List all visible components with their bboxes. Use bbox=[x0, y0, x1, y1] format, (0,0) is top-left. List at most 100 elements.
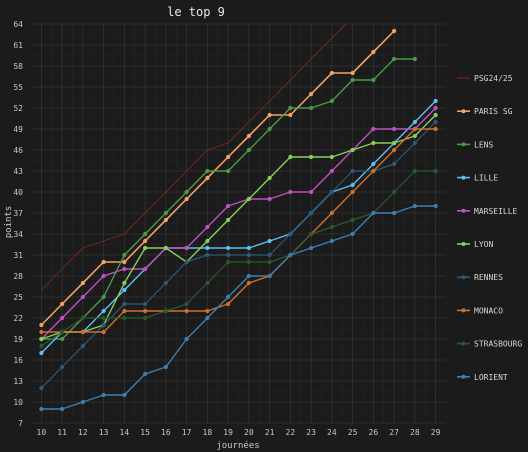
data-point bbox=[371, 49, 376, 55]
data-point bbox=[143, 308, 148, 314]
data-point bbox=[371, 77, 376, 83]
legend-label: STRASBOURG bbox=[474, 340, 522, 349]
data-point bbox=[246, 133, 251, 139]
y-tick-label: 22 bbox=[13, 314, 23, 323]
series-line bbox=[40, 121, 437, 389]
legend-label: RENNES bbox=[474, 273, 503, 282]
data-point bbox=[246, 196, 251, 202]
y-tick-label: 13 bbox=[13, 377, 23, 386]
data-point bbox=[392, 210, 397, 216]
data-point bbox=[122, 392, 127, 398]
data-point bbox=[80, 280, 85, 286]
data-point bbox=[60, 301, 65, 307]
y-tick-label: 7 bbox=[18, 419, 23, 428]
legend-label: MARSEILLE bbox=[474, 207, 518, 216]
data-point bbox=[143, 301, 148, 307]
y-tick-label: 64 bbox=[13, 20, 23, 29]
data-point bbox=[350, 231, 355, 237]
series-paris-sg bbox=[39, 28, 397, 328]
y-tick-label: 55 bbox=[13, 83, 23, 92]
legend-label: LYON bbox=[474, 240, 493, 249]
data-point bbox=[412, 203, 417, 209]
data-point bbox=[267, 126, 272, 132]
data-point bbox=[226, 252, 231, 258]
data-point bbox=[122, 280, 127, 286]
y-tick-label: 52 bbox=[13, 104, 23, 113]
y-tick-label: 10 bbox=[13, 398, 23, 407]
data-point bbox=[205, 252, 210, 258]
data-point bbox=[433, 105, 438, 111]
data-point bbox=[288, 231, 293, 237]
data-point bbox=[329, 189, 334, 195]
data-point bbox=[39, 385, 44, 391]
x-tick-label: 19 bbox=[223, 428, 233, 437]
data-point bbox=[80, 315, 85, 321]
data-point bbox=[412, 56, 417, 62]
x-tick-label: 24 bbox=[327, 428, 337, 437]
data-point bbox=[143, 266, 148, 272]
data-point bbox=[350, 217, 355, 223]
data-point bbox=[101, 308, 106, 314]
data-point bbox=[412, 140, 417, 146]
data-point bbox=[39, 350, 44, 356]
data-point bbox=[184, 301, 189, 307]
series-line bbox=[41, 128, 436, 333]
x-tick-label: 17 bbox=[182, 428, 192, 437]
y-tick-label: 34 bbox=[13, 230, 23, 239]
series-lorient bbox=[39, 203, 438, 412]
y-tick-label: 28 bbox=[13, 272, 23, 281]
y-tick-label: 19 bbox=[13, 335, 23, 344]
data-point bbox=[309, 245, 314, 251]
x-tick-label: 11 bbox=[57, 428, 67, 437]
data-point bbox=[350, 182, 355, 188]
x-tick-label: 22 bbox=[286, 428, 296, 437]
data-point bbox=[163, 210, 168, 216]
data-point bbox=[267, 175, 272, 181]
data-point bbox=[184, 196, 189, 202]
y-tick-label: 40 bbox=[13, 188, 23, 197]
data-point bbox=[412, 133, 417, 139]
x-tick-labels: 10 11 12 13 14 15 16 17 18 19 20 21 22 23 24 25 26 27 28 29 bbox=[37, 428, 441, 437]
legend-marker bbox=[461, 242, 466, 246]
data-point bbox=[412, 126, 417, 132]
legend-marker bbox=[461, 308, 466, 313]
data-point bbox=[246, 280, 251, 286]
series-rennes bbox=[39, 119, 438, 391]
data-point bbox=[39, 322, 44, 328]
legend-marker bbox=[461, 142, 466, 147]
data-point bbox=[101, 273, 106, 279]
data-point bbox=[329, 70, 334, 76]
legend-item: LORIENT bbox=[457, 373, 508, 382]
data-point bbox=[267, 273, 272, 279]
series-lines bbox=[39, 24, 438, 412]
data-point bbox=[433, 98, 438, 104]
data-point bbox=[371, 210, 376, 216]
legend-marker bbox=[461, 109, 466, 114]
data-point bbox=[433, 119, 438, 125]
series-psg24-25 bbox=[41, 24, 347, 291]
data-point bbox=[267, 252, 272, 258]
data-point bbox=[39, 343, 44, 349]
data-point bbox=[184, 336, 189, 342]
data-point bbox=[246, 245, 251, 251]
data-point bbox=[433, 168, 438, 174]
y-tick-label: 16 bbox=[13, 356, 23, 365]
legend-item: STRASBOURG bbox=[457, 340, 522, 349]
legend-item: LYON bbox=[457, 240, 493, 249]
data-point bbox=[288, 105, 293, 111]
legend-item: PARIS SG bbox=[457, 107, 513, 116]
data-point bbox=[205, 175, 210, 181]
legend-marker bbox=[461, 341, 466, 346]
y-axis-label: points bbox=[4, 206, 14, 239]
data-point bbox=[101, 322, 106, 328]
data-point bbox=[412, 119, 417, 125]
data-point bbox=[392, 140, 397, 146]
data-point bbox=[246, 252, 251, 258]
x-tick-label: 12 bbox=[78, 428, 88, 437]
data-point bbox=[143, 231, 148, 237]
legend-marker bbox=[461, 208, 466, 213]
y-tick-label: 25 bbox=[13, 293, 23, 302]
series-monaco bbox=[39, 126, 438, 335]
data-point bbox=[143, 238, 148, 244]
y-tick-label: 46 bbox=[13, 146, 23, 155]
